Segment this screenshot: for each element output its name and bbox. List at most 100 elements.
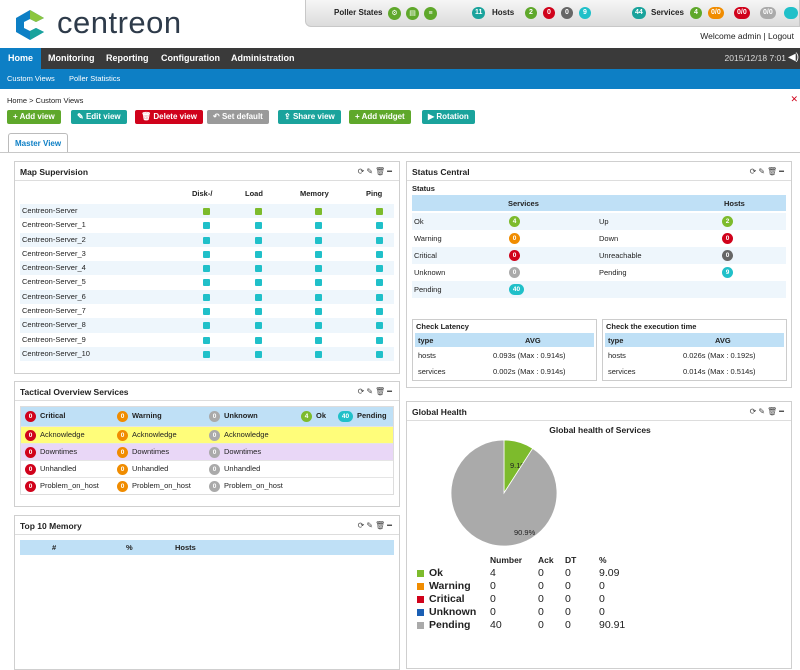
metric-status-square[interactable] <box>255 293 262 301</box>
widget-controls[interactable]: ⟳✎🗑━ <box>749 167 786 176</box>
metric-status-square[interactable] <box>376 222 383 230</box>
metric-status-square[interactable] <box>255 350 262 358</box>
services-total-badge[interactable]: 44 <box>632 7 646 19</box>
services-ok-badge[interactable]: 4 <box>690 7 702 19</box>
metric-status-square[interactable] <box>376 308 383 316</box>
status-unreachable-row[interactable]: Unreachable 0 <box>597 247 786 264</box>
rotation-button[interactable]: ▶ Rotation <box>422 110 475 124</box>
tactical-critical-header[interactable]: 0 Critical <box>25 411 65 422</box>
host-name[interactable]: Centreon-Server_2 <box>22 234 86 244</box>
metric-status-square[interactable] <box>376 350 383 358</box>
count-badge[interactable]: 0 <box>722 250 733 261</box>
widget-controls[interactable]: ⟳✎🗑━ <box>749 407 786 416</box>
metric-status-square[interactable] <box>255 279 262 287</box>
sound-icon[interactable]: ◀) <box>787 52 799 63</box>
services-critical-badge[interactable]: 0/0 <box>734 7 750 19</box>
metric-status-square[interactable] <box>376 265 383 273</box>
tactical-cell[interactable]: 0 Unhandled <box>117 464 168 475</box>
delete-view-button[interactable]: 🗑 Delete view <box>135 110 203 124</box>
menu-home[interactable]: Home <box>0 48 42 69</box>
host-name[interactable]: Centreon-Server_7 <box>22 306 86 316</box>
metric-status-square[interactable] <box>315 236 322 244</box>
metric-status-square[interactable] <box>203 265 210 273</box>
welcome-logout[interactable]: Welcome admin | Logout <box>700 31 794 41</box>
metric-status-square[interactable] <box>376 336 383 344</box>
host-name[interactable]: Centreon-Server_10 <box>22 348 90 358</box>
hosts-pending-badge[interactable]: 9 <box>579 7 591 19</box>
host-name[interactable]: Centreon-Server <box>22 206 78 215</box>
tactical-cell[interactable]: 0 Unhandled <box>209 464 260 475</box>
map-row[interactable]: Centreon-Server_4 <box>20 261 394 276</box>
submenu-custom-views[interactable]: Custom Views <box>7 74 55 83</box>
count-badge[interactable]: 2 <box>722 216 733 227</box>
tactical-cell[interactable]: 0 Acknowledge <box>209 430 269 441</box>
tactical-cell[interactable]: 0 Problem_on_host <box>25 481 99 492</box>
metric-status-square[interactable] <box>376 250 383 258</box>
tactical-pending-header[interactable]: 40 Pending <box>338 411 387 422</box>
services-pending-badge[interactable] <box>784 7 798 19</box>
count-badge[interactable]: 0 <box>722 233 733 244</box>
map-row[interactable]: Centreon-Server_6 <box>20 289 394 305</box>
tactical-cell[interactable]: 0 Unhandled <box>25 464 76 475</box>
status-up-row[interactable]: Up 2 <box>597 213 786 230</box>
hosts-total-badge[interactable]: 11 <box>472 7 486 19</box>
metric-status-square[interactable] <box>315 322 322 330</box>
host-name[interactable]: Centreon-Server_6 <box>22 291 86 301</box>
map-row[interactable]: Centreon-Server_7 <box>20 304 394 318</box>
count-badge[interactable]: 0 <box>509 267 520 278</box>
widget-controls[interactable]: ⟳✎🗑━ <box>357 167 394 176</box>
status-warning-row[interactable]: Warning 0 <box>412 230 786 247</box>
status-unknown-row[interactable]: Unknown 0 <box>412 264 786 281</box>
metric-status-square[interactable] <box>255 336 262 344</box>
tactical-cell[interactable]: 0 Downtimes <box>25 447 77 458</box>
map-row[interactable]: Centreon-Server_1 <box>20 218 394 232</box>
menu-reporting[interactable]: Reporting <box>106 53 149 63</box>
status-ok-row[interactable]: Ok 4 <box>412 213 786 230</box>
set-default-button[interactable]: ↶ Set default <box>207 110 269 124</box>
tactical-cell[interactable]: 0 Acknowledge <box>25 430 85 441</box>
status-critical-row[interactable]: Critical 0 <box>412 247 786 264</box>
submenu-poller-statistics[interactable]: Poller Statistics <box>69 74 121 83</box>
status-pending-row[interactable]: Pending 9 <box>597 264 786 281</box>
metric-status-square[interactable] <box>203 208 210 215</box>
metric-status-square[interactable] <box>376 322 383 330</box>
host-name[interactable]: Centreon-Server_5 <box>22 277 86 287</box>
metric-status-square[interactable] <box>255 208 262 215</box>
map-row[interactable]: Centreon-Server_3 <box>20 247 394 261</box>
metric-status-square[interactable] <box>315 250 322 258</box>
map-row[interactable]: Centreon-Server_2 <box>20 232 394 247</box>
metric-status-square[interactable] <box>203 222 210 230</box>
map-row[interactable]: Centreon-Server_9 <box>20 333 394 347</box>
hosts-unreachable-badge[interactable]: 0 <box>561 7 573 19</box>
status-pending-row[interactable]: Pending 40 <box>412 281 786 298</box>
metric-status-square[interactable] <box>255 236 262 244</box>
metric-status-square[interactable] <box>315 265 322 273</box>
count-badge[interactable]: 9 <box>722 267 733 278</box>
metric-status-square[interactable] <box>315 350 322 358</box>
edit-view-button[interactable]: ✎ Edit view <box>71 110 127 124</box>
metric-status-square[interactable] <box>255 265 262 273</box>
metric-status-square[interactable] <box>315 208 322 215</box>
metric-status-square[interactable] <box>315 336 322 344</box>
metric-status-square[interactable] <box>315 293 322 301</box>
metric-status-square[interactable] <box>203 322 210 330</box>
poller-status-icon[interactable]: ≡ <box>424 7 437 20</box>
metric-status-square[interactable] <box>255 322 262 330</box>
metric-status-square[interactable] <box>203 308 210 316</box>
tactical-warning-header[interactable]: 0 Warning <box>117 411 162 422</box>
add-widget-button[interactable]: + Add widget <box>349 110 411 124</box>
map-row[interactable]: Centreon-Server <box>20 204 394 219</box>
metric-status-square[interactable] <box>376 208 383 215</box>
menu-configuration[interactable]: Configuration <box>161 53 220 63</box>
status-down-row[interactable]: Down 0 <box>597 230 786 247</box>
poller-latency-icon[interactable]: ▤ <box>406 7 419 20</box>
tab-master-view[interactable]: Master View <box>8 133 69 152</box>
services-warning-badge[interactable]: 0/0 <box>708 7 724 19</box>
metric-status-square[interactable] <box>203 293 210 301</box>
metric-status-square[interactable] <box>315 308 322 316</box>
tactical-cell[interactable]: 0 Downtimes <box>117 447 169 458</box>
tactical-unknown-header[interactable]: 0 Unknown <box>209 411 258 422</box>
metric-status-square[interactable] <box>255 222 262 230</box>
pin-icon[interactable]: ✕ <box>790 94 798 104</box>
tactical-cell[interactable]: 0 Problem_on_host <box>209 481 283 492</box>
